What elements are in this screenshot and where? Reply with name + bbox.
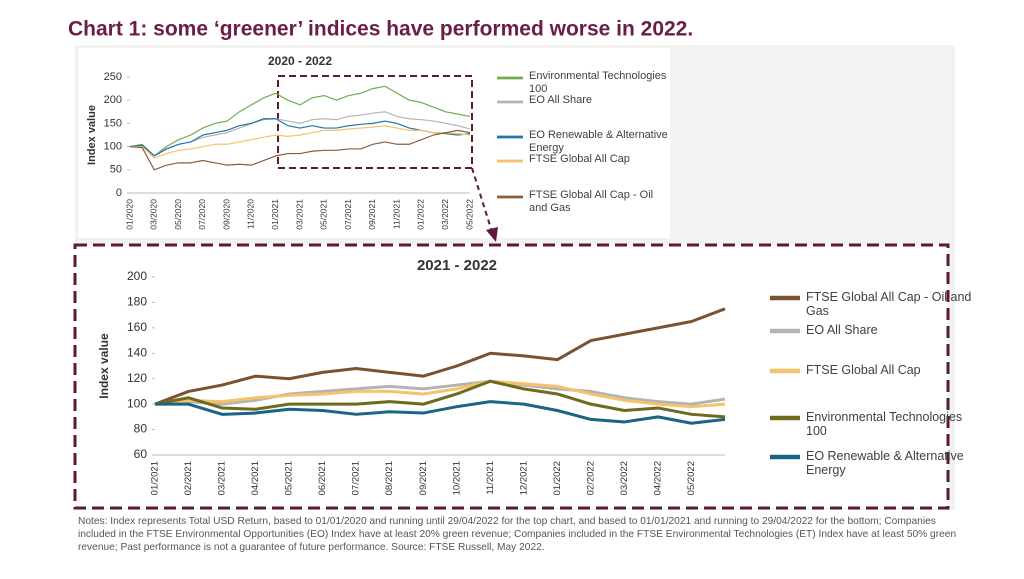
y-tick-label: 200 bbox=[127, 269, 147, 283]
y-tick-label: 180 bbox=[127, 295, 147, 309]
legend-item: EO All Share bbox=[529, 94, 592, 106]
x-tick-label: 03/2020 bbox=[149, 199, 159, 230]
series-line bbox=[154, 379, 726, 409]
x-tick-label: 08/2021 bbox=[384, 461, 395, 495]
y-tick-label: 100 bbox=[127, 396, 147, 410]
legend-label: EO All Share bbox=[529, 94, 592, 106]
legend-item: EO Renewable & Alternative Energy bbox=[806, 449, 964, 478]
x-tick-label: 03/2022 bbox=[440, 199, 450, 230]
legend-label: FTSE Global All Cap bbox=[529, 153, 630, 165]
y-tick-label: 200 bbox=[104, 94, 122, 106]
legend-item: Environmental Technologies 100 bbox=[806, 410, 963, 439]
x-tick-label: 03/2022 bbox=[619, 461, 630, 495]
legend-item: EO All Share bbox=[806, 323, 878, 337]
y-tick-label: 250 bbox=[104, 71, 122, 83]
x-tick-label: 05/2022 bbox=[464, 199, 474, 230]
x-tick-label: 09/2021 bbox=[367, 199, 377, 230]
series-line bbox=[154, 379, 726, 419]
series-line bbox=[129, 129, 471, 171]
notes: Notes: Index represents Total USD Return… bbox=[78, 516, 957, 553]
legend-item: FTSE Global All Cap - Oil and Gas bbox=[529, 189, 654, 214]
x-tick-label: 05/2020 bbox=[173, 199, 183, 230]
legend-item: FTSE Global All Cap bbox=[529, 153, 630, 165]
x-tick-label: 01/2022 bbox=[552, 461, 563, 495]
x-tick-label: 12/2021 bbox=[518, 461, 529, 495]
chart-title: 2021 - 2022 bbox=[417, 257, 497, 274]
series-line bbox=[154, 379, 726, 406]
x-tick-label: 04/2021 bbox=[250, 461, 261, 495]
y-tick-label: 80 bbox=[134, 422, 148, 436]
y-tick-label: 60 bbox=[134, 447, 148, 461]
series-line bbox=[154, 307, 726, 406]
connector bbox=[471, 167, 493, 233]
y-tick-label: 0 bbox=[116, 187, 122, 199]
x-tick-label: 02/2021 bbox=[183, 461, 194, 495]
y-tick-label: 120 bbox=[127, 371, 147, 385]
x-tick-label: 09/2020 bbox=[221, 199, 231, 230]
legend-label: EO All Share bbox=[806, 323, 878, 337]
legend-label: FTSE Global All Cap bbox=[806, 363, 921, 377]
x-tick-label: 07/2021 bbox=[343, 199, 353, 230]
x-tick-label: 03/2021 bbox=[294, 199, 304, 230]
legend-label: EO Renewable & Alternative Energy bbox=[806, 449, 964, 478]
x-tick-label: 05/2021 bbox=[284, 461, 295, 495]
x-tick-label: 09/2021 bbox=[418, 461, 429, 495]
y-tick-label: 140 bbox=[127, 345, 147, 359]
x-tick-label: 10/2021 bbox=[451, 461, 462, 495]
legend-label: FTSE Global All Cap - Oil and Gas bbox=[529, 189, 654, 214]
legend-item: EO Renewable & Alternative Energy bbox=[529, 129, 668, 154]
arrow-head bbox=[486, 227, 498, 242]
x-tick-label: 06/2021 bbox=[317, 461, 328, 495]
zoom-box bbox=[73, 243, 950, 510]
x-tick-label: 07/2021 bbox=[351, 461, 362, 495]
top-chart-bg bbox=[78, 48, 670, 238]
x-tick-label: 01/2020 bbox=[124, 199, 134, 230]
y-tick-label: 100 bbox=[104, 141, 122, 153]
series-line bbox=[129, 85, 471, 157]
x-tick-label: 01/2021 bbox=[150, 461, 161, 495]
x-tick-label: 03/2021 bbox=[217, 461, 228, 495]
x-tick-label: 05/2022 bbox=[686, 461, 697, 495]
series-line bbox=[129, 118, 471, 157]
legend-label: EO Renewable & Alternative Energy bbox=[529, 129, 668, 154]
x-tick-label: 04/2022 bbox=[652, 461, 663, 495]
series-line bbox=[130, 125, 471, 159]
chart-title: 2020 - 2022 bbox=[268, 54, 332, 68]
x-tick-label: 11/2020 bbox=[246, 199, 256, 229]
y-axis-label: Index value bbox=[86, 105, 98, 165]
legend-label: Environmental Technologies 100 bbox=[806, 410, 963, 439]
notes-box: Notes: Index represents Total USD Return… bbox=[78, 516, 957, 553]
series-line bbox=[155, 400, 726, 425]
x-tick-label: 11/2021 bbox=[485, 461, 496, 495]
legend-item: FTSE Global All Cap - Oil and Gas bbox=[806, 290, 972, 319]
x-tick-label: 01/2021 bbox=[270, 199, 280, 230]
x-tick-label: 11/2021 bbox=[391, 199, 401, 229]
legend-item: FTSE Global All Cap bbox=[806, 363, 921, 377]
x-tick-label: 01/2022 bbox=[416, 199, 426, 230]
y-tick-label: 150 bbox=[104, 117, 122, 129]
legend-item: Environmental Technologies 100 bbox=[529, 70, 667, 95]
y-tick-label: 50 bbox=[110, 164, 122, 176]
x-tick-label: 07/2020 bbox=[197, 199, 207, 230]
page-title: Chart 1: some ‘greener’ indices have per… bbox=[68, 18, 693, 41]
y-axis-label: Index value bbox=[97, 333, 111, 399]
legend-label: FTSE Global All Cap - Oil and Gas bbox=[806, 290, 972, 319]
y-tick-label: 160 bbox=[127, 320, 147, 334]
legend-label: Environmental Technologies 100 bbox=[529, 70, 667, 95]
x-tick-label: 02/2022 bbox=[585, 461, 596, 495]
x-tick-label: 05/2021 bbox=[319, 199, 329, 230]
